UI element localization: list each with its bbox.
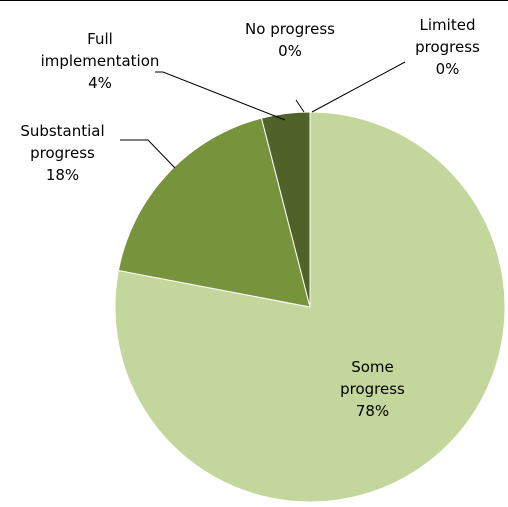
leader-line	[295, 99, 305, 113]
category-label: Substantial progress	[20, 122, 105, 162]
value-label: 78%	[355, 402, 390, 420]
category-label: No progress	[245, 20, 335, 38]
category-label: Full implementation	[40, 30, 160, 70]
slice-label: No progress 0%	[245, 18, 335, 62]
leader-line	[311, 61, 406, 113]
leader-line	[155, 71, 286, 121]
category-label: Some progress	[340, 358, 405, 398]
value-label: 18%	[45, 166, 80, 184]
pie-slice	[114, 111, 506, 503]
slice-label: Limited progress 0%	[400, 14, 495, 80]
pie-slice	[117, 117, 311, 308]
value-label: 4%	[88, 74, 112, 92]
slice-label: Full implementation 4%	[30, 28, 170, 94]
value-label: 0%	[435, 60, 460, 78]
value-label: 0%	[278, 42, 302, 60]
slice-label: Substantial progress 18%	[5, 120, 120, 186]
slice-label: Some progress 78%	[330, 356, 415, 422]
category-label: Limited progress	[415, 16, 480, 56]
leader-line	[120, 139, 176, 169]
pie-slice	[260, 111, 311, 308]
